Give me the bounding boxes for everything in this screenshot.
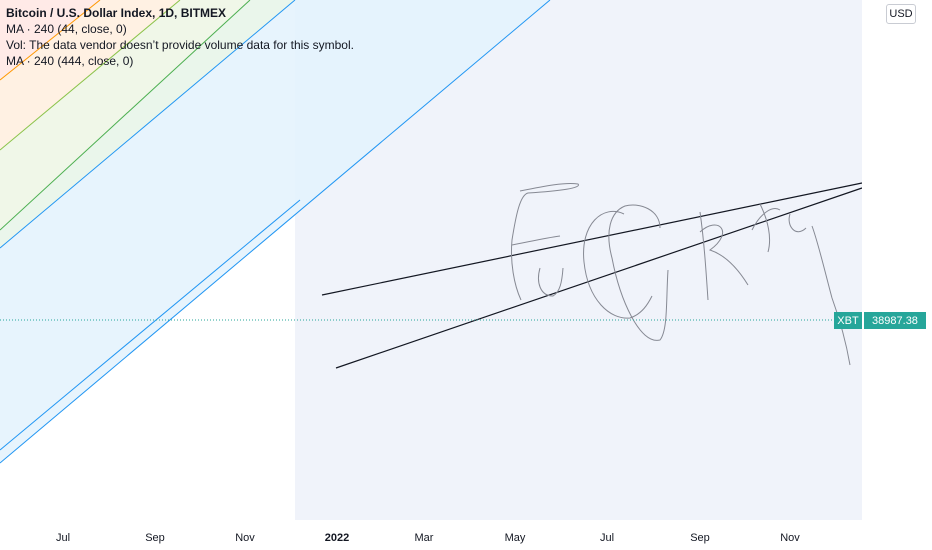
fan-line-olive [0, 0, 181, 151]
x-axis-ticks: Jul Sep Nov 2022 Mar May Jul Sep Nov [56, 532, 800, 544]
fan-line-orange [0, 0, 101, 81]
x-tick-label: 2022 [325, 532, 349, 544]
symbol-title[interactable]: Bitcoin / U.S. Dollar Index, 1D, BITMEX [6, 6, 227, 20]
x-tick-label: Jul [600, 532, 614, 544]
right-price-axis[interactable] [862, 0, 932, 520]
x-tick-label: May [505, 532, 526, 544]
ma-44-legend[interactable]: MA · 240 (44, close, 0) [6, 22, 127, 36]
volume-legend[interactable]: Vol: The data vendor doesn’t provide vol… [6, 38, 354, 52]
symbol-tag-text: XBT [837, 315, 859, 327]
chart-legend: Bitcoin / U.S. Dollar Index, 1D, BITMEX … [6, 5, 354, 69]
x-tick-label: Sep [145, 532, 165, 544]
currency-button[interactable]: USD [886, 4, 916, 24]
symbol-tag-box [834, 312, 862, 329]
x-tick-label: Mar [415, 532, 434, 544]
channel-line [0, 199, 301, 451]
price-tag-text: 38987.38 [872, 315, 918, 327]
wedge-upper-line [321, 182, 863, 296]
fan-line-blue-upper [0, 0, 296, 249]
x-tick-label: Jul [56, 532, 70, 544]
x-tick-label: Nov [235, 532, 255, 544]
fan-line-green [0, 0, 251, 231]
handwritten-scribble [511, 183, 851, 366]
last-price-tag: XBT 38987.38 [834, 312, 926, 329]
x-tick-label: Sep [690, 532, 710, 544]
wedge-lower-line [335, 187, 863, 369]
x-tick-label: Nov [780, 532, 800, 544]
fan-line-blue-lower [0, 0, 551, 464]
price-tag-box [864, 312, 926, 329]
bottom-time-axis[interactable] [0, 520, 932, 550]
ma-444-legend[interactable]: MA · 240 (444, close, 0) [6, 54, 134, 68]
